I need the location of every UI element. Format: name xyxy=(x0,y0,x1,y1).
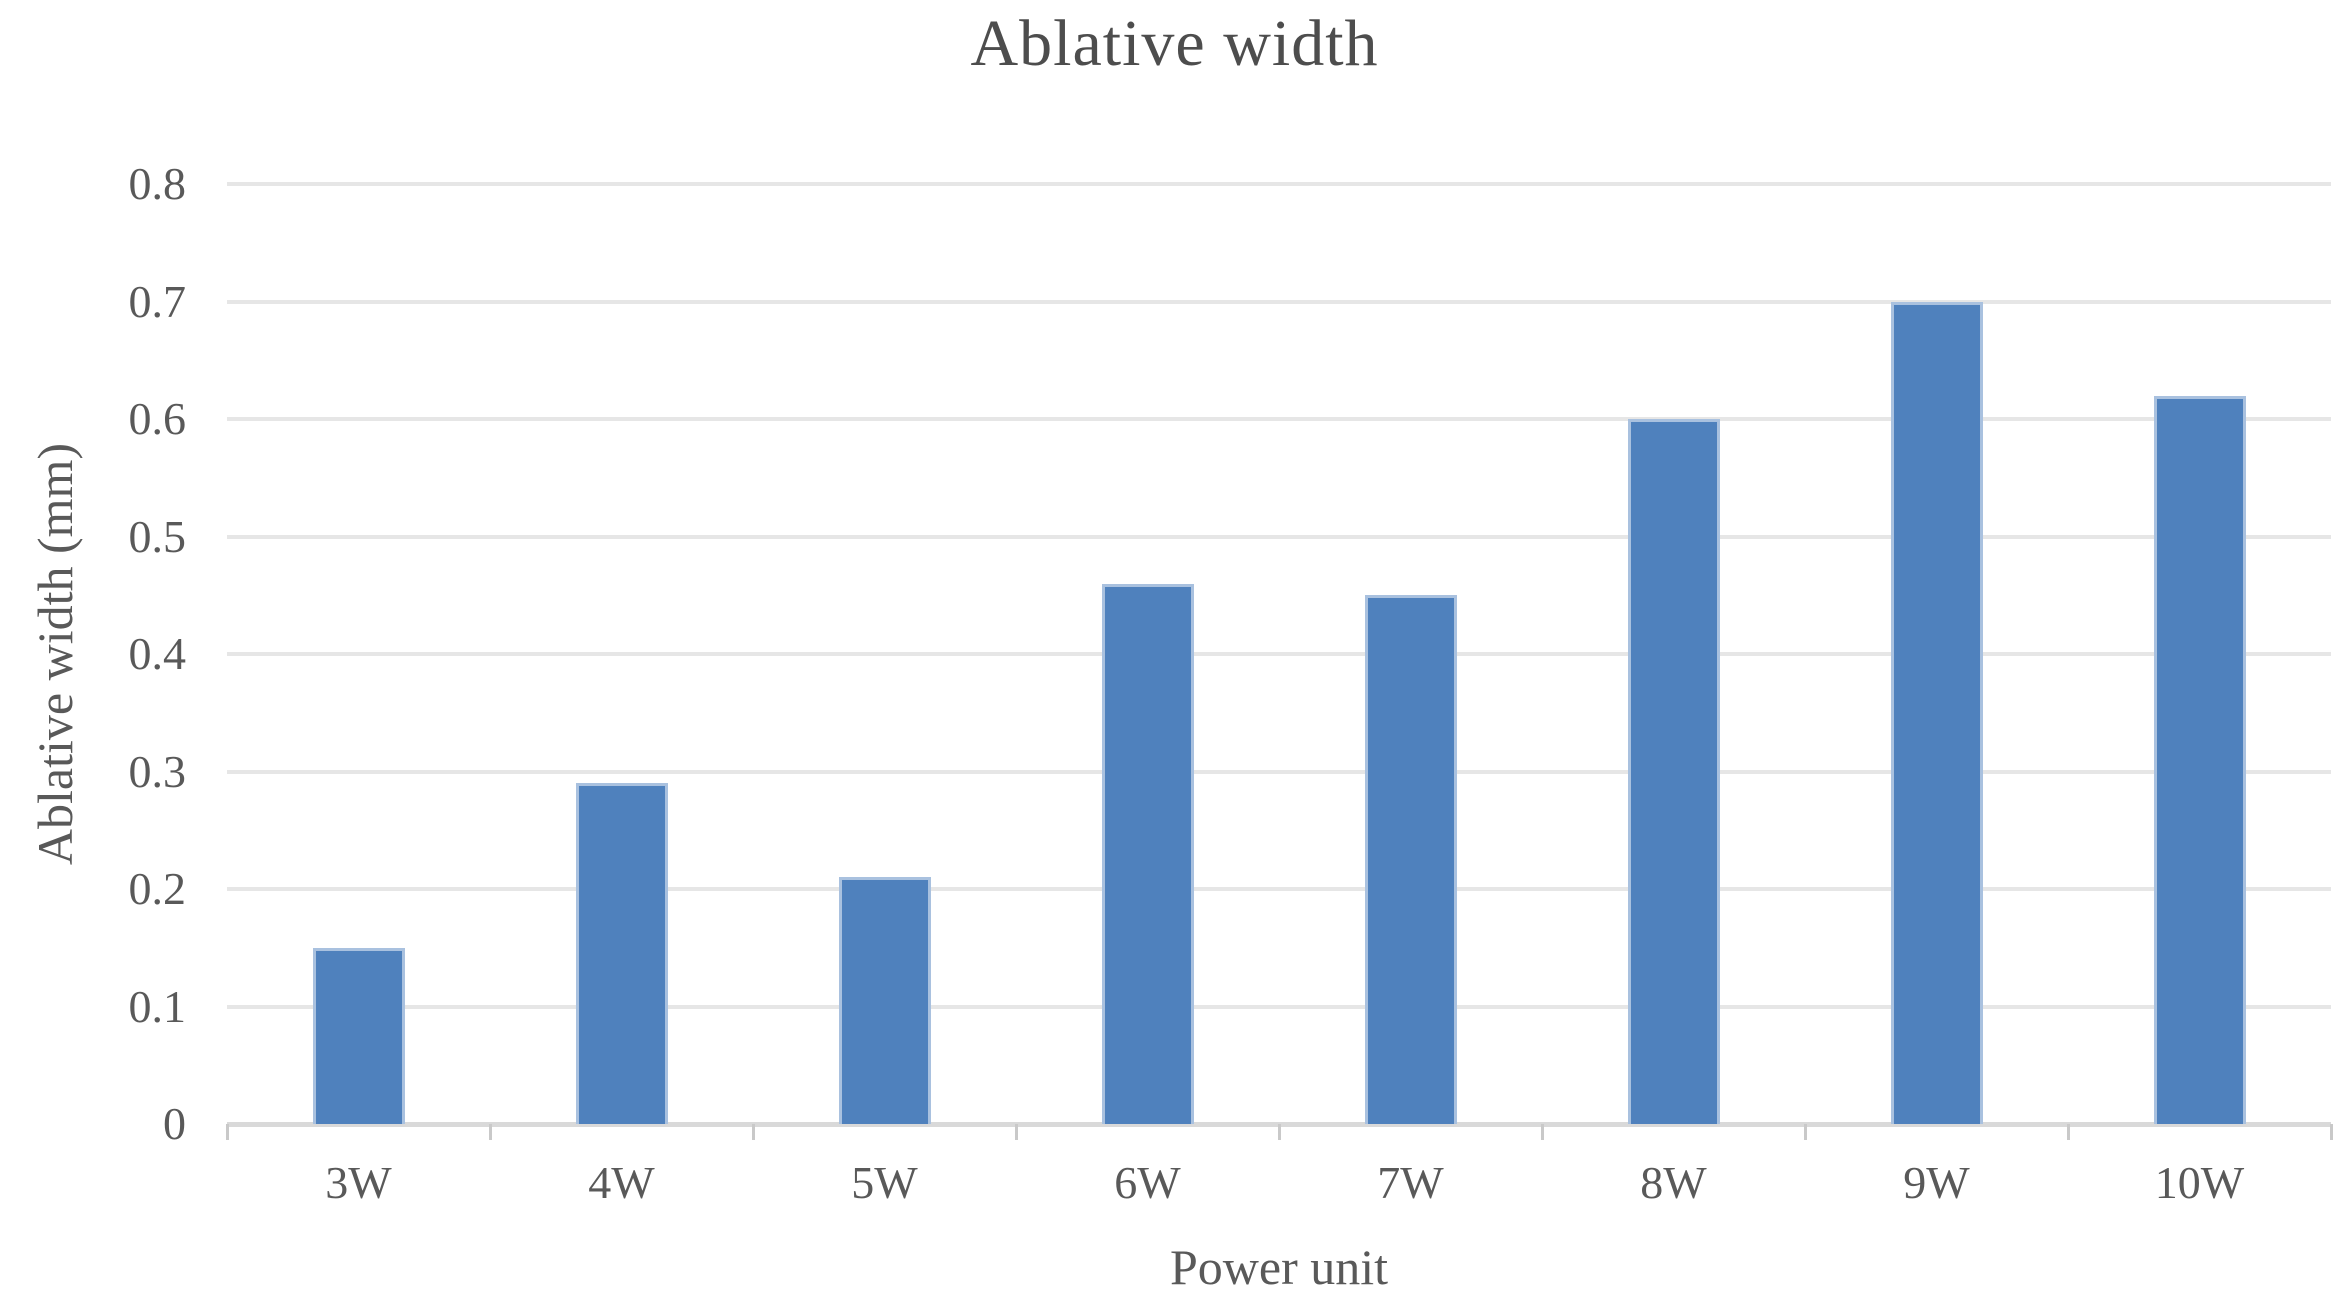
y-tick-label: 0.1 xyxy=(128,980,187,1032)
gridline xyxy=(227,534,2331,539)
y-tick-label: 0.4 xyxy=(128,628,187,679)
x-axis-tick xyxy=(2330,1124,2333,1140)
y-tick-label: 0.2 xyxy=(128,863,187,914)
x-axis-tick xyxy=(1015,1124,1018,1140)
x-tick-label: 8W xyxy=(1640,1157,1707,1208)
y-tick-label: 0.6 xyxy=(128,393,187,444)
gridline xyxy=(227,887,2331,891)
gridline xyxy=(227,769,2331,774)
y-tick-label: 0 xyxy=(163,1098,186,1149)
bar-9W xyxy=(1890,301,1983,1124)
y-tick-label: 0.8 xyxy=(128,158,187,209)
y-tick-label: 0.7 xyxy=(128,275,187,327)
chart-title: Ablative width xyxy=(970,7,1379,80)
x-tick-label: 9W xyxy=(1903,1157,1970,1208)
plot-area xyxy=(226,182,2333,1140)
x-tick-label: 6W xyxy=(1114,1157,1181,1208)
x-axis-tick xyxy=(1804,1124,1807,1140)
bar-8W xyxy=(1627,419,1720,1124)
gridline xyxy=(227,182,2331,187)
gridline xyxy=(227,1004,2331,1009)
gridline xyxy=(227,652,2331,656)
y-tick-label: 0.5 xyxy=(128,510,187,562)
x-axis-tick xyxy=(1541,1124,1544,1140)
gridline xyxy=(227,299,2331,304)
x-axis-tick xyxy=(226,1124,229,1140)
x-tick-label: 4W xyxy=(588,1157,655,1208)
x-axis-tick xyxy=(1278,1124,1281,1140)
gridline xyxy=(227,417,2331,421)
bar-6W xyxy=(1101,583,1194,1124)
bar-4W xyxy=(575,783,668,1124)
x-tick-label: 10W xyxy=(2154,1157,2245,1208)
x-axis-title: Power unit xyxy=(1169,1239,1389,1295)
bar-3W xyxy=(312,947,405,1124)
x-axis-tick xyxy=(2067,1124,2070,1140)
x-axis-tick xyxy=(489,1124,492,1140)
bar-7W xyxy=(1364,595,1457,1124)
bar-5W xyxy=(838,877,931,1124)
x-tick-label: 3W xyxy=(325,1157,392,1208)
x-tick-label: 5W xyxy=(851,1157,918,1208)
x-tick-label: 7W xyxy=(1377,1157,1444,1208)
x-axis-tick xyxy=(752,1124,755,1140)
bar-10W xyxy=(2153,395,2246,1124)
y-tick-label: 0.3 xyxy=(128,745,187,797)
